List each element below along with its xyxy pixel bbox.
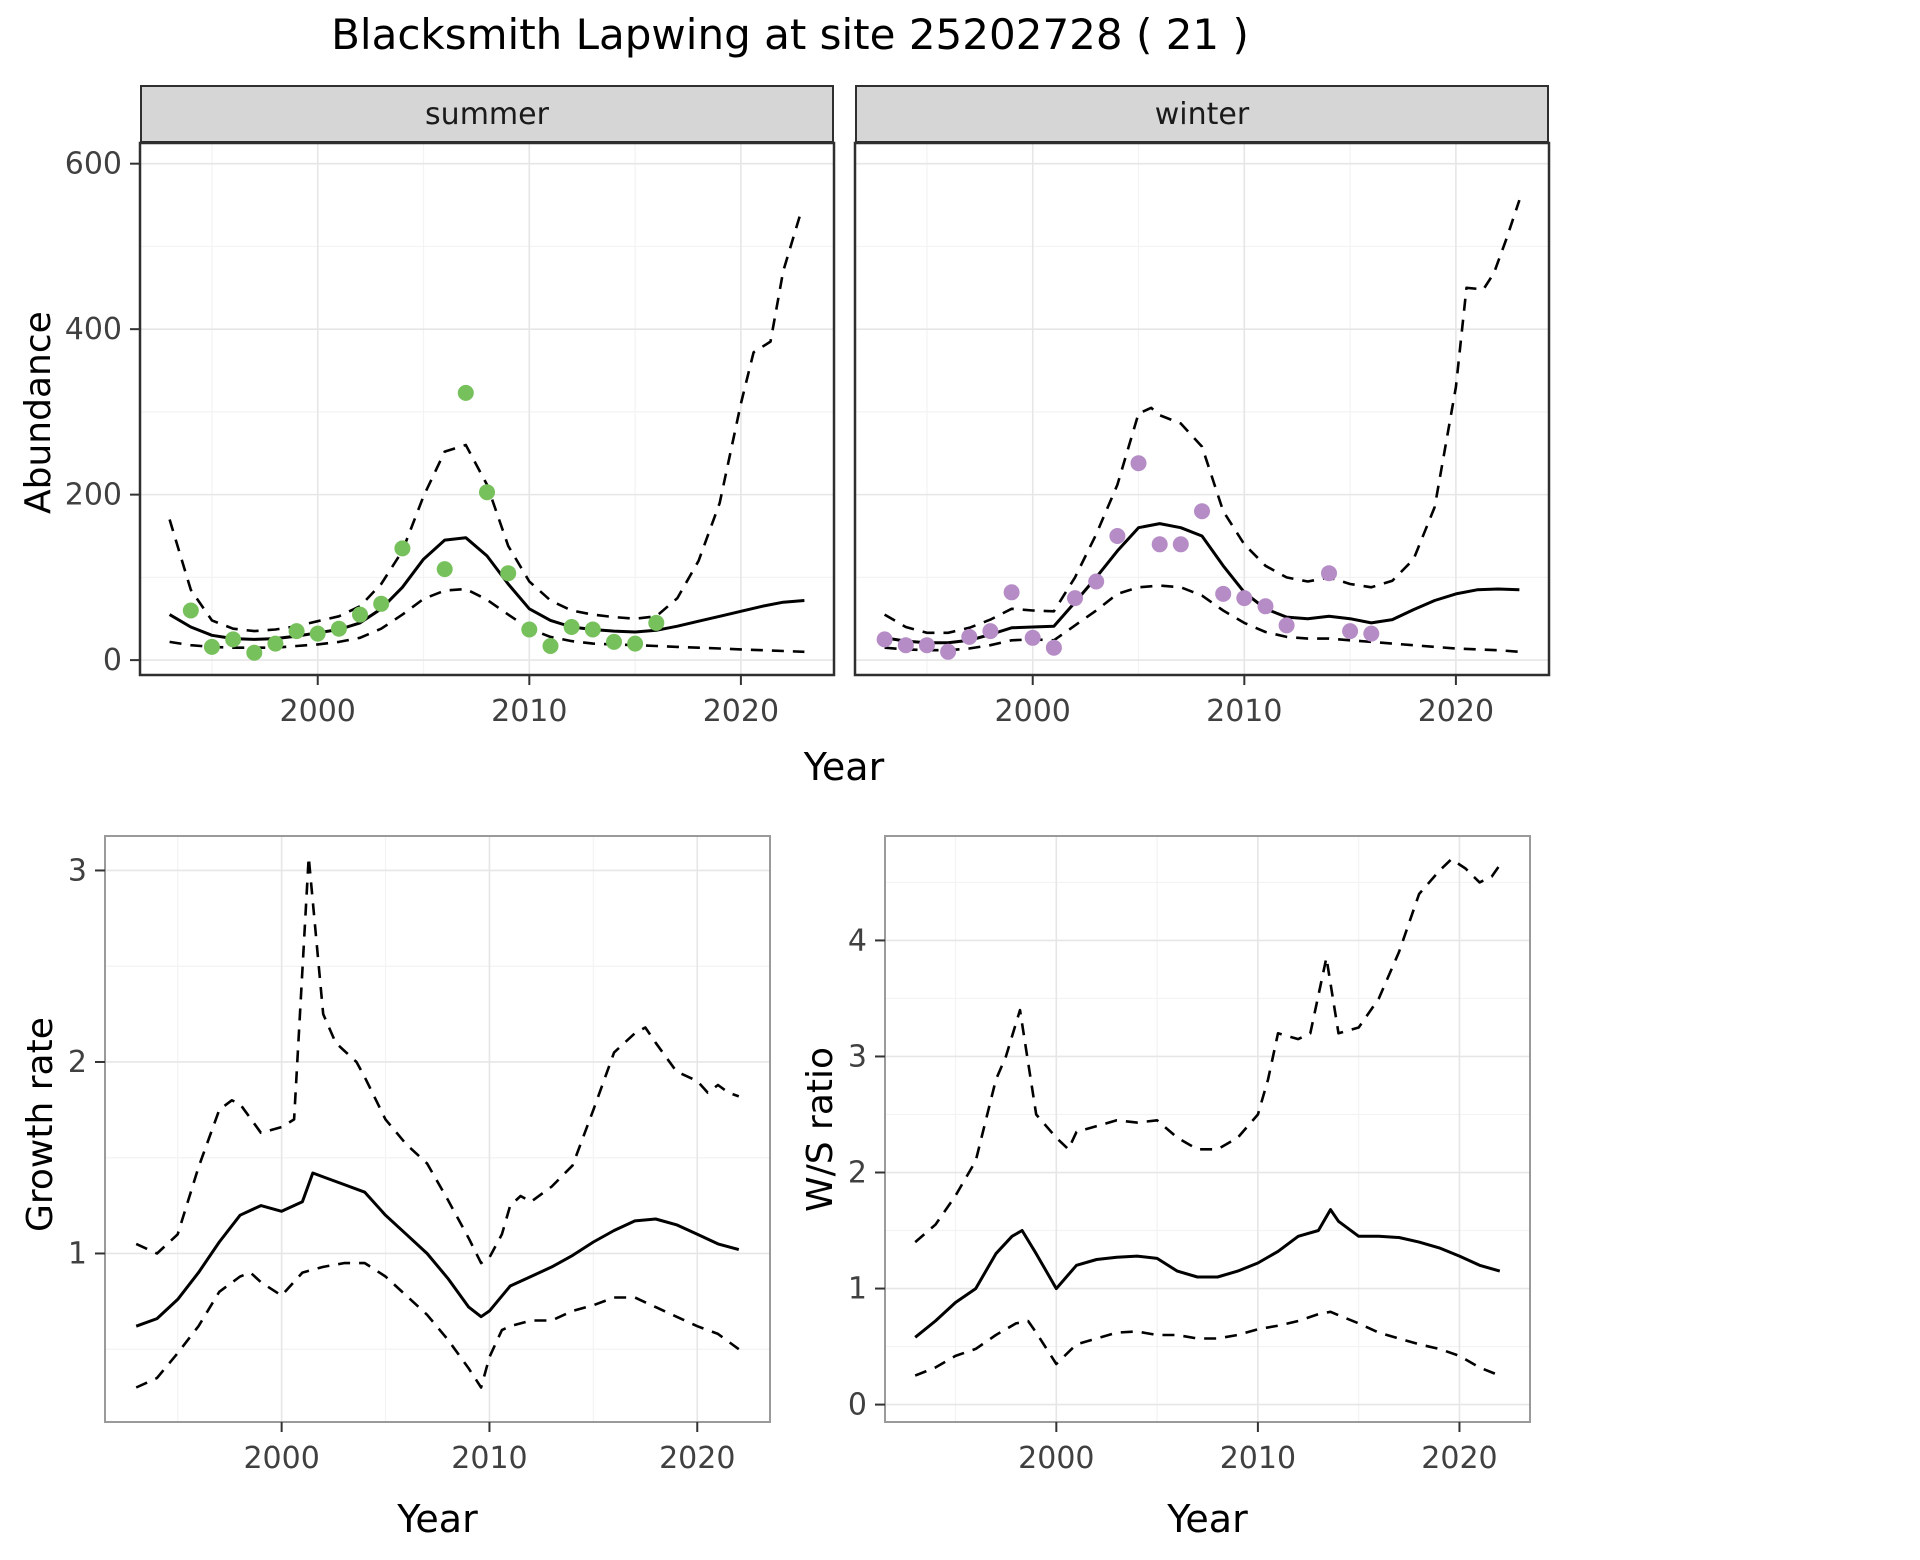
svg-text:0: 0 bbox=[103, 643, 122, 678]
facet-strip-winter-label: winter bbox=[1154, 96, 1250, 132]
ws-ratio-chart: 2000 2010 2020 0 1 2 3 4 bbox=[848, 835, 1531, 1476]
svg-text:600: 600 bbox=[65, 147, 122, 182]
svg-text:3: 3 bbox=[848, 1039, 867, 1074]
ws-ratio-x-axis-label: Year bbox=[1167, 1497, 1248, 1541]
svg-text:2020: 2020 bbox=[659, 1441, 735, 1476]
svg-text:1: 1 bbox=[68, 1236, 87, 1271]
svg-text:2020: 2020 bbox=[1418, 694, 1494, 729]
growth-rate-chart: 2000 2010 2020 1 2 3 bbox=[68, 835, 771, 1476]
svg-text:2000: 2000 bbox=[1018, 1441, 1094, 1476]
svg-text:3: 3 bbox=[68, 853, 87, 888]
svg-text:2010: 2010 bbox=[1206, 694, 1282, 729]
summer-abundance-chart: 2000 2010 2020 0 200 400 600 bbox=[65, 141, 836, 729]
figure-title: Blacksmith Lapwing at site 25202728 ( 21… bbox=[331, 10, 1249, 59]
svg-text:1: 1 bbox=[848, 1272, 867, 1307]
svg-text:2020: 2020 bbox=[1421, 1441, 1497, 1476]
svg-text:2: 2 bbox=[848, 1156, 867, 1191]
facet-strip-summer-label: summer bbox=[425, 96, 549, 132]
svg-text:2010: 2010 bbox=[451, 1441, 527, 1476]
svg-text:200: 200 bbox=[65, 478, 122, 513]
abundance-x-axis-label: Year bbox=[803, 745, 885, 789]
facet-strip-winter: winter bbox=[855, 85, 1549, 143]
svg-text:400: 400 bbox=[65, 312, 122, 347]
svg-text:2000: 2000 bbox=[995, 694, 1071, 729]
svg-text:2010: 2010 bbox=[491, 694, 567, 729]
svg-text:2000: 2000 bbox=[280, 694, 356, 729]
svg-text:4: 4 bbox=[848, 923, 867, 958]
svg-text:0: 0 bbox=[848, 1388, 867, 1423]
svg-text:2010: 2010 bbox=[1220, 1441, 1296, 1476]
winter-abundance-chart: 2000 2010 2020 bbox=[853, 141, 1551, 729]
growth-rate-x-axis-label: Year bbox=[397, 1497, 478, 1541]
facet-strip-summer: summer bbox=[140, 85, 834, 143]
abundance-y-axis-label: Abundance bbox=[18, 311, 59, 514]
svg-text:2000: 2000 bbox=[243, 1441, 319, 1476]
svg-text:2: 2 bbox=[68, 1045, 87, 1080]
svg-text:2020: 2020 bbox=[703, 694, 779, 729]
